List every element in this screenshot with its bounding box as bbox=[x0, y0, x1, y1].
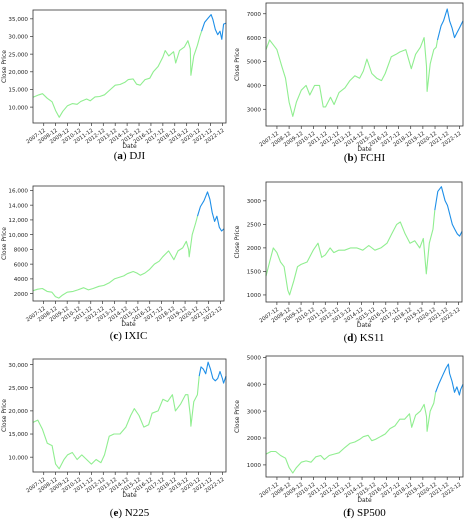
series-line-train bbox=[32, 31, 203, 118]
caption-letter: f bbox=[347, 507, 351, 519]
y-tick-label: 30,000 bbox=[8, 363, 28, 369]
y-tick-label: 3000 bbox=[247, 199, 262, 205]
series-line-train bbox=[265, 392, 437, 474]
caption-paren-open: ( bbox=[110, 330, 114, 342]
caption-name: ) SP500 bbox=[351, 507, 387, 519]
caption-letter: e bbox=[113, 507, 118, 519]
chart-panel-dji: 10,00015,00020,00025,00030,00035,0002007… bbox=[1, 9, 227, 162]
y-tick-label: 7000 bbox=[247, 12, 262, 18]
panel-caption: (a) DJI bbox=[114, 150, 146, 162]
y-tick-label: 1000 bbox=[247, 293, 262, 299]
y-axis-label: Close Price bbox=[234, 48, 241, 81]
y-tick-label: 6000 bbox=[247, 36, 262, 42]
panel-caption: (f) SP500 bbox=[343, 507, 386, 519]
y-tick-label: 10,000 bbox=[8, 455, 28, 461]
y-axis-label: Close Price bbox=[1, 50, 8, 83]
y-tick-label: 2000 bbox=[14, 292, 29, 298]
y-tick-label: 4000 bbox=[247, 382, 262, 388]
axes-frame bbox=[265, 2, 464, 127]
x-axis-label: Date bbox=[357, 322, 372, 329]
caption-name: ) IXIC bbox=[118, 330, 147, 342]
y-tick-label: 25,000 bbox=[8, 52, 28, 58]
y-tick-label: 6000 bbox=[14, 262, 29, 268]
caption-name: ) FCHI bbox=[354, 152, 386, 164]
chart-panel-fchi: 300040005000600070002007-122008-122009-1… bbox=[234, 2, 464, 164]
y-axis-label: Close Price bbox=[1, 399, 8, 432]
series-line-test bbox=[435, 363, 464, 396]
y-tick-label: 35,000 bbox=[8, 17, 28, 23]
y-tick-label: 14,000 bbox=[8, 203, 28, 209]
y-tick-label: 16,000 bbox=[8, 189, 28, 195]
x-axis-label: Date bbox=[357, 146, 372, 153]
y-tick-label: 2500 bbox=[247, 223, 262, 229]
x-axis-label: Date bbox=[122, 492, 137, 499]
caption-paren-open: ( bbox=[344, 332, 348, 344]
y-tick-label: 20,000 bbox=[8, 70, 28, 76]
axes-frame bbox=[32, 358, 227, 473]
panel-caption: (b) FCHI bbox=[344, 152, 386, 164]
panel-caption: (e) N225 bbox=[110, 507, 150, 519]
y-tick-label: 20,000 bbox=[8, 409, 28, 415]
chart-panel-n225: 10,00015,00020,00025,00030,0002007-12200… bbox=[1, 358, 227, 519]
caption-letter: a bbox=[117, 150, 123, 162]
series-line-train bbox=[265, 210, 436, 296]
y-tick-label: 8000 bbox=[14, 248, 29, 254]
series-line-train bbox=[32, 216, 199, 299]
x-axis-label: Date bbox=[357, 497, 372, 504]
series-line-test bbox=[196, 191, 225, 232]
y-tick-label: 5000 bbox=[247, 356, 262, 362]
y-axis-label: Close Price bbox=[234, 225, 241, 258]
chart-panel-ks11: 100015002000250030002007-122008-122009-1… bbox=[234, 181, 463, 344]
axes-frame bbox=[265, 355, 464, 478]
caption-name: ) N225 bbox=[118, 507, 149, 519]
y-axis-label: Close Price bbox=[234, 400, 241, 433]
y-tick-label: 1500 bbox=[247, 270, 262, 276]
caption-name: ) DJI bbox=[123, 150, 146, 162]
caption-paren-open: ( bbox=[344, 152, 348, 164]
chart-panel-ixic: 2000 4000 6000 8000 10,000 12,000 14,000 16,000… bbox=[1, 185, 225, 342]
series-line-train bbox=[32, 376, 200, 470]
axes-frame bbox=[265, 181, 463, 303]
caption-paren-open: ( bbox=[110, 507, 114, 519]
axes-frame bbox=[32, 185, 225, 302]
caption-paren-open: ( bbox=[114, 150, 118, 162]
y-tick-label: 3000 bbox=[247, 409, 262, 415]
y-tick-label: 12,000 bbox=[8, 218, 28, 224]
y-tick-label: 2000 bbox=[247, 436, 262, 442]
y-tick-label: 4000 bbox=[14, 277, 29, 283]
caption-letter: d bbox=[347, 332, 353, 344]
series-line-train bbox=[265, 37, 439, 117]
series-line-test bbox=[198, 361, 227, 384]
series-line-test bbox=[436, 8, 464, 41]
y-tick-label: 10,000 bbox=[8, 105, 28, 111]
y-tick-label: 5000 bbox=[247, 60, 262, 66]
y-axis-label: Close Price bbox=[1, 227, 8, 260]
y-tick-label: 10,000 bbox=[8, 233, 28, 239]
panel-caption: (d) KS11 bbox=[344, 332, 385, 344]
y-tick-label: 3000 bbox=[247, 107, 262, 113]
axes-frame bbox=[32, 9, 227, 124]
series-line-test bbox=[434, 186, 463, 237]
y-tick-label: 1000 bbox=[247, 463, 262, 469]
panel-caption: (c) IXIC bbox=[110, 330, 148, 342]
caption-letter: c bbox=[113, 330, 118, 342]
y-tick-label: 30,000 bbox=[8, 35, 28, 41]
caption-name: ) KS11 bbox=[353, 332, 384, 344]
y-tick-label: 15,000 bbox=[8, 432, 28, 438]
series-line-test bbox=[201, 14, 227, 40]
y-tick-label: 25,000 bbox=[8, 386, 28, 392]
chart-panel-sp500: 100020003000400050002007-122008-122009-1… bbox=[234, 355, 464, 519]
y-tick-label: 2000 bbox=[247, 246, 262, 252]
caption-letter: b bbox=[348, 152, 354, 164]
caption-paren-open: ( bbox=[343, 507, 347, 519]
y-tick-label: 15,000 bbox=[8, 88, 28, 94]
x-axis-label: Date bbox=[121, 321, 136, 328]
x-axis-label: Date bbox=[122, 143, 137, 150]
y-tick-label: 4000 bbox=[247, 84, 262, 90]
